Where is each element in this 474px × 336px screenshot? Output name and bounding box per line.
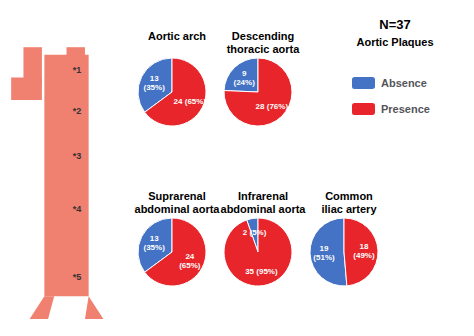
svg-text:(65%): (65%) <box>179 261 201 270</box>
svg-text:*3: *3 <box>73 151 82 161</box>
svg-text:Common: Common <box>325 190 373 202</box>
svg-text:9: 9 <box>242 69 247 78</box>
svg-text:*5: *5 <box>73 272 82 282</box>
svg-text:28 (76%): 28 (76%) <box>256 102 289 111</box>
svg-text:(35%): (35%) <box>143 243 165 252</box>
svg-text:iliac artery: iliac artery <box>321 203 377 215</box>
svg-text:Presence: Presence <box>381 103 430 115</box>
svg-text:18: 18 <box>360 242 369 251</box>
svg-text:19: 19 <box>320 244 329 253</box>
svg-text:N=37: N=37 <box>379 17 410 32</box>
svg-text:35 (95%): 35 (95%) <box>245 267 278 276</box>
svg-text:thoracic aorta: thoracic aorta <box>227 43 301 55</box>
svg-text:abdominal aorta: abdominal aorta <box>135 203 221 215</box>
svg-text:Absence: Absence <box>381 77 427 89</box>
svg-text:(51%): (51%) <box>313 253 335 262</box>
svg-text:Suprarenal: Suprarenal <box>148 190 205 202</box>
svg-text:abdominal aorta: abdominal aorta <box>221 203 307 215</box>
svg-text:Descending: Descending <box>232 30 294 42</box>
svg-text:Infrarenal: Infrarenal <box>238 190 288 202</box>
svg-text:*2: *2 <box>73 106 82 116</box>
svg-text:Aortic Plaques: Aortic Plaques <box>356 36 433 48</box>
svg-text:24: 24 <box>185 252 194 261</box>
svg-text:(24%): (24%) <box>233 78 255 87</box>
svg-text:13: 13 <box>150 234 159 243</box>
svg-text:*1: *1 <box>73 65 82 75</box>
svg-text:24 (65%): 24 (65%) <box>174 97 207 106</box>
svg-text:Aortic arch: Aortic arch <box>148 30 206 42</box>
svg-text:(35%): (35%) <box>143 83 165 92</box>
svg-text:2 (5%): 2 (5%) <box>243 228 267 237</box>
svg-text:13: 13 <box>150 74 159 83</box>
svg-text:(49%): (49%) <box>353 251 375 260</box>
svg-text:*4: *4 <box>73 204 82 214</box>
